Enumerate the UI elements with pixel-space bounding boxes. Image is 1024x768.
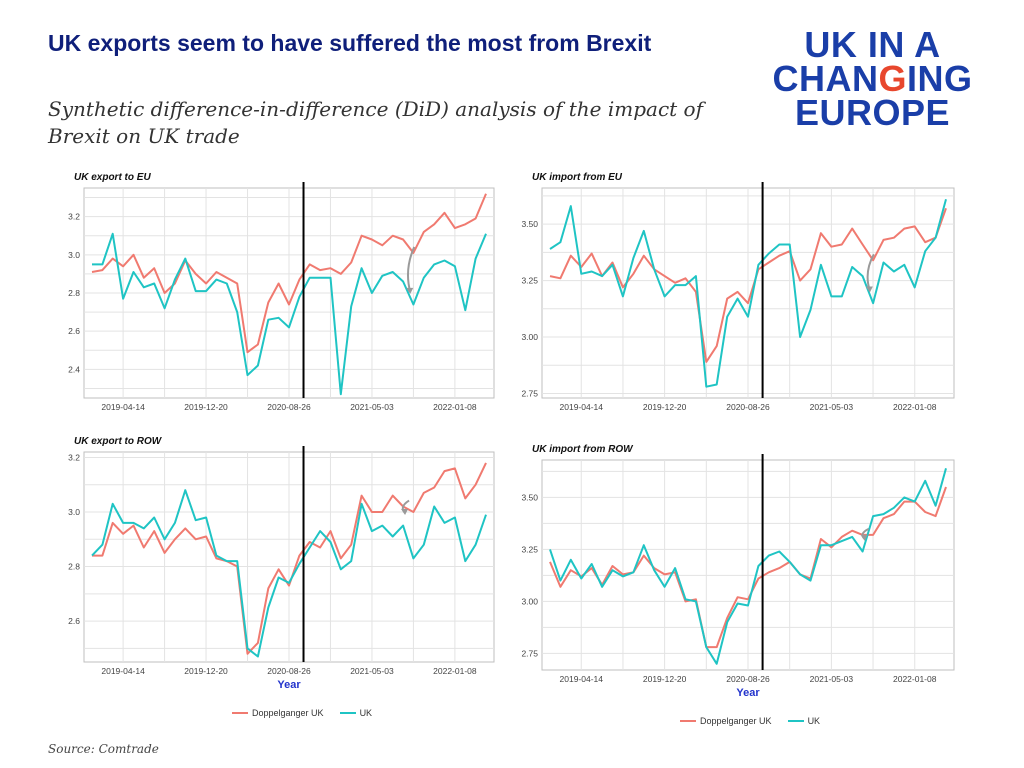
y-tick-label: 2.75 [521, 648, 538, 658]
x-axis-label: Year [736, 687, 760, 699]
chart-import-eu: UK import from EU 2.75 3.00 3.25 3.50 2019-04… [521, 172, 955, 412]
logo-line-2: CHANGING [760, 61, 985, 97]
x-tick-label: 2022-01-08 [433, 402, 477, 412]
x-tick-label: 2019-04-14 [560, 674, 604, 684]
legend-item-doppelganger: Doppelganger UK [232, 708, 324, 718]
panel-title: UK export to EU [74, 172, 151, 183]
chart-export-eu: UK export to EU 2.4 2.6 2.8 3.0 3.2 2019-04-14… [68, 172, 495, 412]
logo-line-2c: ING [907, 58, 973, 99]
legend-swatch-uk-2 [787, 720, 804, 722]
legend-label-uk: UK [359, 708, 373, 718]
y-tick-label: 2.6 [68, 326, 80, 336]
y-tick-label: 3.00 [521, 596, 538, 606]
y-tick-label: 3.00 [521, 332, 538, 342]
y-tick-label: 3.2 [68, 212, 80, 222]
legend-item-doppelganger-2: Doppelganger UK [680, 716, 772, 726]
series-line-uk [549, 199, 947, 388]
legend-swatch-uk [339, 712, 356, 714]
legend-swatch-doppelganger [232, 712, 248, 714]
x-tick-label: 2020-08-26 [726, 402, 770, 412]
x-tick-label: 2022-01-08 [893, 402, 937, 412]
x-tick-label: 2022-01-08 [433, 666, 477, 676]
panel-title: UK import from ROW [532, 444, 634, 455]
x-tick-label: 2019-12-20 [184, 402, 228, 412]
brand-logo: UK IN A CHANGING EUROPE [760, 24, 985, 133]
chart-export-row: UK export to ROW 2.6 2.8 3.0 3.2 2019-04-14 20… [68, 436, 495, 691]
source-note: Source: Comtrade [48, 742, 159, 756]
y-tick-label: 2.4 [68, 364, 80, 374]
x-tick-label: 2021-05-03 [810, 674, 854, 684]
x-tick-label: 2021-05-03 [350, 666, 394, 676]
y-tick-label: 3.0 [68, 507, 80, 517]
y-tick-label: 3.0 [68, 250, 80, 260]
page-title: UK exports seem to have suffered the mos… [48, 30, 652, 56]
logo-line-1: UK IN A [804, 24, 941, 65]
x-tick-label: 2019-04-14 [101, 402, 145, 412]
x-tick-label: 2021-05-03 [810, 402, 854, 412]
y-tick-label: 3.25 [521, 276, 538, 286]
logo-line-2-accent: G [878, 58, 907, 99]
series-line-doppelganger [92, 462, 487, 655]
x-tick-label: 2019-12-20 [643, 674, 687, 684]
series-line-uk [549, 468, 947, 665]
y-tick-label: 3.50 [521, 492, 538, 502]
legend-label-uk-2: UK [807, 716, 821, 726]
y-tick-label: 2.75 [521, 388, 538, 398]
legend-item-uk: UK [339, 708, 373, 718]
annotation-arrowhead [401, 509, 409, 516]
panel-title: UK import from EU [532, 172, 623, 183]
series-line-uk [92, 232, 487, 396]
y-tick-label: 3.2 [68, 452, 80, 462]
x-tick-label: 2021-05-03 [350, 402, 394, 412]
x-tick-label: 2022-01-08 [893, 674, 937, 684]
y-tick-label: 3.25 [521, 544, 538, 554]
x-tick-label: 2020-08-26 [726, 674, 770, 684]
y-tick-label: 2.8 [68, 288, 80, 298]
page-subtitle: Synthetic difference-in-difference (DiD)… [48, 97, 703, 148]
legend-right: Doppelganger UK UK [680, 716, 830, 726]
annotation-arrowhead [406, 287, 414, 294]
y-tick-label: 3.50 [521, 219, 538, 229]
legend-label-doppelganger: Doppelganger UK [252, 708, 324, 718]
x-axis-label: Year [277, 679, 301, 691]
panel-title: UK export to ROW [74, 436, 163, 447]
logo-line-2a: CHAN [772, 58, 879, 99]
series-line-doppelganger [549, 207, 947, 363]
annotation-arrowhead [865, 286, 873, 293]
legend-label-doppelganger-2: Doppelganger UK [700, 716, 772, 726]
legend-left: Doppelganger UK UK [232, 708, 382, 718]
x-tick-label: 2019-12-20 [643, 402, 687, 412]
x-tick-label: 2019-04-14 [560, 402, 604, 412]
chart-import-row: UK import from ROW 2.75 3.00 3.25 3.50 2019-0… [521, 444, 955, 699]
annotation-arrowhead [860, 534, 868, 541]
y-tick-label: 2.8 [68, 562, 80, 572]
series-line-doppelganger [91, 193, 487, 354]
legend-item-uk-2: UK [787, 716, 821, 726]
y-tick-label: 2.6 [68, 616, 80, 626]
x-tick-label: 2020-08-26 [267, 666, 311, 676]
series-line-doppelganger [549, 486, 947, 649]
x-tick-label: 2020-08-26 [267, 402, 311, 412]
legend-swatch-doppelganger-2 [680, 720, 696, 722]
logo-line-3: EUROPE [794, 92, 951, 133]
series-line-uk [91, 489, 487, 658]
x-tick-label: 2019-12-20 [184, 666, 228, 676]
x-tick-label: 2019-04-14 [101, 666, 145, 676]
